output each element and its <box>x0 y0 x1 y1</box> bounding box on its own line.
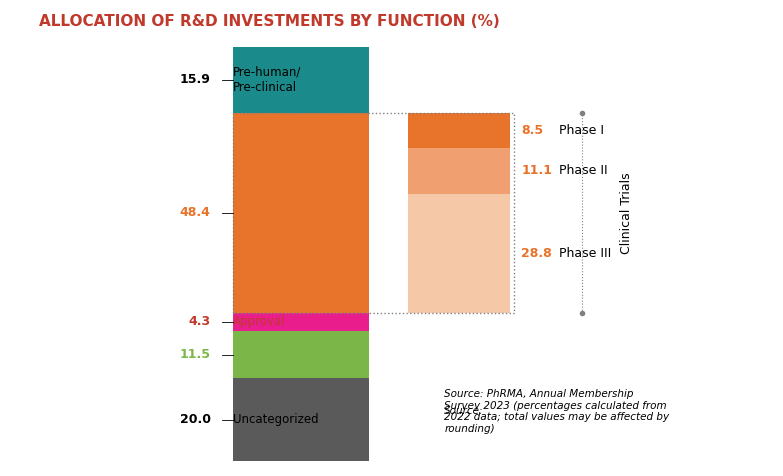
Text: 8.5: 8.5 <box>521 124 543 137</box>
Text: Pre-human/
Pre-clinical: Pre-human/ Pre-clinical <box>233 66 301 94</box>
Text: Source:: Source: <box>444 407 484 416</box>
Bar <box>409 113 510 148</box>
Text: 11.5: 11.5 <box>180 348 211 361</box>
Bar <box>233 313 369 331</box>
Text: 20.0: 20.0 <box>180 413 211 426</box>
Bar <box>233 378 369 461</box>
Text: 48.4: 48.4 <box>180 207 211 219</box>
Text: Phase I: Phase I <box>559 124 604 137</box>
Bar <box>233 113 514 313</box>
Bar <box>233 47 369 113</box>
Text: Pharmacovigilance
(Phase IV): Pharmacovigilance (Phase IV) <box>233 340 345 368</box>
Text: ALLOCATION OF R&D INVESTMENTS BY FUNCTION (%): ALLOCATION OF R&D INVESTMENTS BY FUNCTIO… <box>39 14 500 30</box>
Text: Phase III: Phase III <box>559 247 612 260</box>
Bar <box>233 331 369 378</box>
Text: 4.3: 4.3 <box>189 316 211 328</box>
Bar <box>409 194 510 313</box>
Text: Uncategorized: Uncategorized <box>233 413 319 426</box>
Text: 15.9: 15.9 <box>180 73 211 87</box>
Text: Source: PhRMA, Annual Membership
Survey 2023 (percentages calculated from
2022 d: Source: PhRMA, Annual Membership Survey … <box>444 389 669 434</box>
Text: Approval: Approval <box>233 316 286 328</box>
Text: 28.8: 28.8 <box>521 247 552 260</box>
Text: Phase II: Phase II <box>559 164 608 178</box>
Text: Clinical Trials: Clinical Trials <box>620 172 633 254</box>
Text: 11.1: 11.1 <box>521 164 552 178</box>
Text: Clinical Trials: Clinical Trials <box>233 207 311 219</box>
Bar <box>233 113 369 313</box>
Bar <box>409 148 510 194</box>
